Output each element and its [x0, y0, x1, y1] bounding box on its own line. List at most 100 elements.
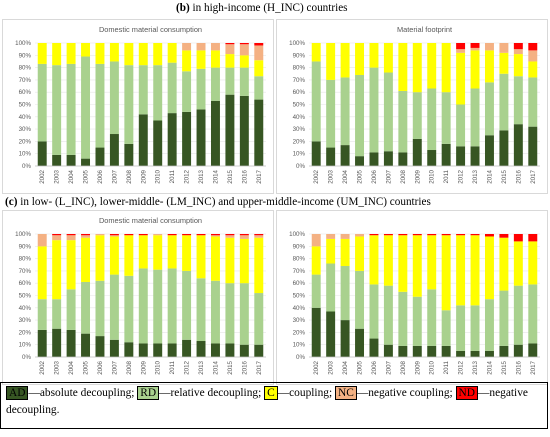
- bar-segment-ad: [109, 134, 119, 166]
- bar-segment-ad: [66, 154, 76, 166]
- bar-segment-ad: [412, 138, 422, 166]
- x-tick-label: 2003: [54, 169, 61, 183]
- bar-segment-nd: [427, 234, 437, 236]
- y-tick-label: 60%: [19, 89, 32, 96]
- chart-panel-lmi-dmc: Domestic material consumption 0% 10% 20% 30%…: [2, 210, 274, 385]
- bar-segment-c: [196, 50, 206, 69]
- heading-text: in high-income (H_INC) countries: [189, 2, 348, 14]
- legend-label-nc: —negative coupling;: [356, 387, 456, 399]
- bar-segment-c: [456, 235, 466, 306]
- x-tick-label: 2012: [458, 360, 465, 374]
- x-tick-label: 2011: [443, 360, 450, 374]
- x-tick-label: 2009: [414, 360, 421, 374]
- y-tick-label: 10%: [293, 151, 306, 158]
- bar-segment-c: [109, 43, 119, 62]
- x-tick-label: 2006: [97, 169, 104, 183]
- bar-segment-ad: [412, 345, 422, 357]
- bar-segment-rd: [153, 269, 163, 344]
- bar-segment-nc: [225, 235, 235, 238]
- x-tick-label: 2013: [472, 169, 479, 183]
- y-tick-label: 20%: [19, 138, 32, 145]
- bar-segment-rd: [124, 65, 134, 144]
- bar-segment-rd: [383, 285, 393, 345]
- y-tick-label: 30%: [19, 317, 32, 324]
- y-tick-label: 30%: [293, 317, 306, 324]
- bar-segment-ad: [513, 124, 523, 166]
- bar-segment-c: [412, 235, 422, 297]
- bar-segment-rd: [484, 299, 494, 351]
- bar-segment-rd: [456, 305, 466, 351]
- x-tick-label: 2006: [371, 360, 378, 374]
- bar-segment-rd: [153, 65, 163, 121]
- bar-segment-nd: [239, 234, 249, 236]
- y-tick-label: 80%: [293, 256, 306, 263]
- bar-segment-ad: [355, 328, 365, 357]
- bar-segment-ad: [528, 126, 538, 166]
- bar-segment-rd: [254, 76, 264, 100]
- bar-segment-nc: [528, 50, 538, 62]
- bar-segment-ad: [326, 311, 336, 357]
- bar-segment-ad: [383, 344, 393, 357]
- y-tick-label: 20%: [293, 329, 306, 336]
- y-tick-label: 60%: [19, 280, 32, 287]
- chart-title: Material footprint: [397, 25, 452, 34]
- x-tick-label: 2011: [169, 360, 176, 374]
- x-tick-label: 2004: [68, 360, 75, 374]
- bar-segment-ad: [254, 344, 264, 357]
- bar-segment-nd: [81, 234, 91, 236]
- bar-segment-rd: [470, 88, 480, 147]
- bar-segment-rd: [37, 63, 47, 142]
- bar-segment-nd: [52, 234, 62, 236]
- x-tick-label: 2004: [342, 360, 349, 374]
- bar-segment-c: [124, 235, 134, 276]
- bar-segment-c: [210, 236, 220, 281]
- bar-segment-ad: [484, 350, 494, 357]
- bar-segment-ad: [311, 307, 321, 357]
- x-tick-label: 2016: [515, 360, 522, 374]
- bar-segment-c: [470, 235, 480, 306]
- bar-segment-rd: [427, 88, 437, 151]
- bar-segment-rd: [138, 268, 148, 344]
- y-tick-label: 100%: [289, 40, 305, 47]
- bar-segment-nd: [383, 234, 393, 236]
- bar-segment-nd: [456, 234, 466, 236]
- bar-segment-rd: [412, 296, 422, 346]
- x-tick-label: 2017: [530, 360, 537, 374]
- x-tick-label: 2012: [184, 360, 191, 374]
- bar-segment-c: [441, 235, 451, 311]
- bar-segment-ad: [182, 339, 192, 357]
- bar-segment-c: [499, 237, 509, 291]
- bar-segment-rd: [95, 63, 105, 148]
- y-tick-label: 90%: [19, 243, 32, 250]
- bar-segment-c: [441, 43, 451, 93]
- bar-segment-c: [225, 237, 235, 284]
- bar-segment-nd: [196, 234, 206, 236]
- bar-segment-ad: [95, 336, 105, 357]
- x-tick-label: 2017: [256, 169, 263, 183]
- bar-segment-rd: [124, 275, 134, 343]
- x-tick-label: 2005: [357, 360, 364, 374]
- bar-segment-nd: [225, 43, 235, 45]
- bar-segment-nc: [340, 234, 350, 239]
- bar-segment-nd: [513, 43, 523, 50]
- bar-segment-rd: [167, 62, 177, 114]
- x-tick-label: 2010: [155, 360, 162, 374]
- bar-segment-rd: [355, 74, 365, 157]
- legend-swatch-c: C: [264, 386, 278, 400]
- x-tick-label: 2012: [458, 169, 465, 183]
- bar-segment-nd: [254, 234, 264, 236]
- bar-segment-c: [138, 235, 148, 269]
- bar-segment-nd: [470, 43, 480, 48]
- y-tick-label: 40%: [293, 305, 306, 312]
- bar-segment-ad: [398, 345, 408, 357]
- bar-segment-c: [355, 236, 365, 271]
- bar-segment-nc: [456, 49, 466, 53]
- bar-segment-ad: [427, 345, 437, 357]
- bar-segment-c: [427, 43, 437, 89]
- bar-segment-nc: [499, 43, 509, 53]
- x-tick-label: 2002: [39, 360, 46, 374]
- bar-segment-ad: [369, 338, 379, 357]
- bar-segment-c: [513, 241, 523, 286]
- bar-segment-ad: [81, 333, 91, 357]
- bar-segment-c: [254, 60, 264, 77]
